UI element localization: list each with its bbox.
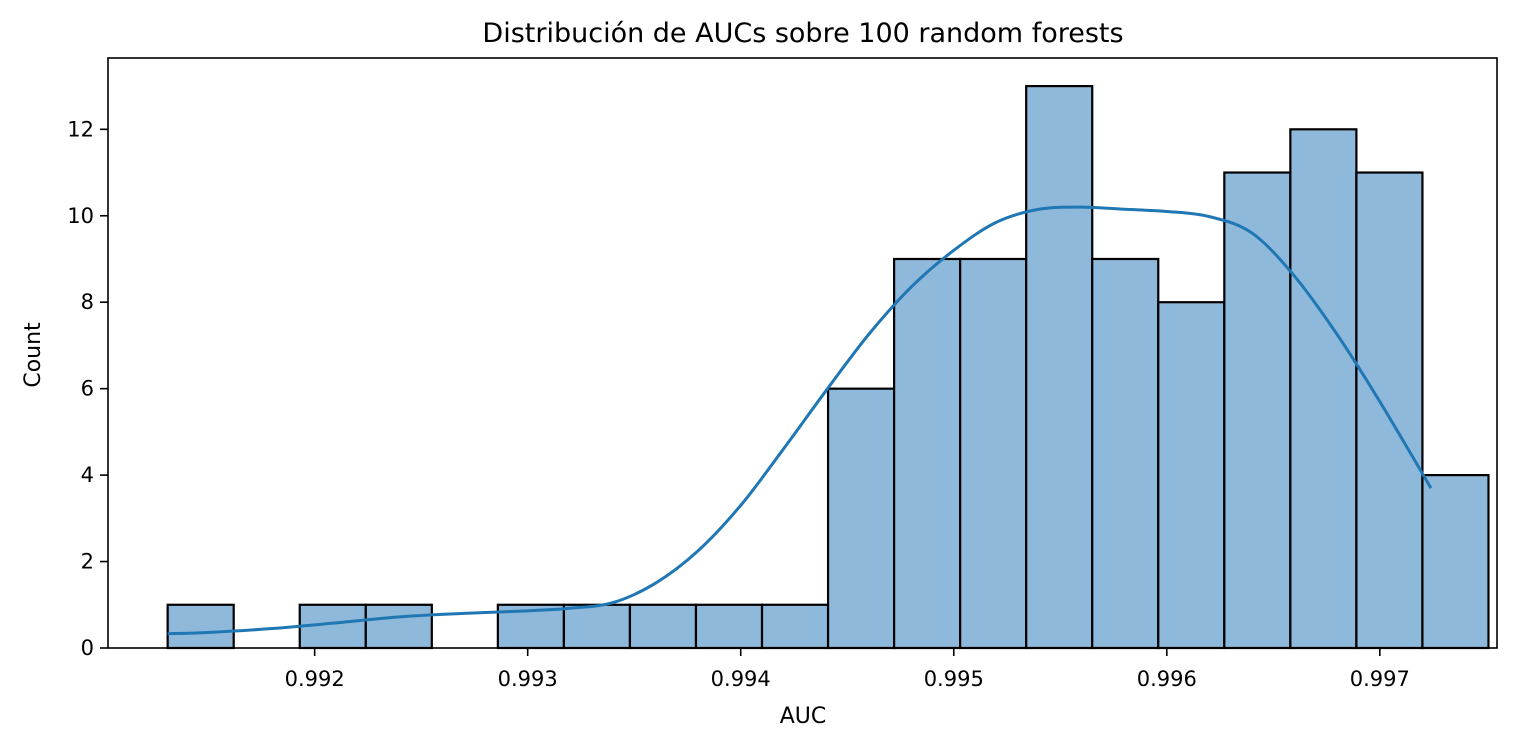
histogram-bar — [1025, 84, 1094, 650]
y-tick-label: 6 — [81, 377, 94, 401]
x-tick-label: 0.993 — [498, 667, 558, 691]
plot-frame — [107, 57, 1498, 649]
histogram-bar — [1223, 171, 1292, 650]
y-tick-label: 12 — [67, 117, 94, 141]
y-tick-label: 0 — [81, 636, 94, 660]
x-tick-label: 0.994 — [711, 667, 771, 691]
histogram-bar — [959, 257, 1028, 650]
x-axis-ticks: 0.992 0.993 0.994 0.995 0.996 0.997 — [285, 648, 1410, 691]
histogram-bar — [562, 603, 632, 650]
y-tick-label: 2 — [81, 550, 94, 574]
chart-title: Distribución de AUCs sobre 100 random fo… — [482, 18, 1123, 49]
histogram-bar — [1355, 171, 1424, 650]
histogram-bar — [1421, 474, 1490, 650]
histogram-bar — [1091, 257, 1160, 650]
histogram-bar — [166, 603, 235, 650]
x-tick-label: 0.996 — [1137, 667, 1197, 691]
y-tick-label: 10 — [67, 204, 94, 228]
histogram-bar — [760, 603, 830, 650]
histogram-bar — [694, 603, 764, 650]
y-tick-label: 4 — [81, 463, 94, 487]
histogram-bar — [1157, 301, 1226, 650]
x-tick-label: 0.992 — [285, 667, 345, 691]
histogram-bar — [893, 257, 962, 650]
y-axis-label: Count — [21, 322, 46, 388]
bars-group — [166, 84, 1490, 650]
y-axis-ticks: 0 2 4 6 8 10 12 — [67, 117, 108, 660]
histogram-bar — [364, 603, 433, 650]
kde-curve — [167, 205, 1433, 636]
histogram-bar — [628, 603, 698, 650]
x-axis-label: AUC — [780, 704, 827, 729]
histogram-bar — [1289, 128, 1358, 650]
x-tick-label: 0.997 — [1350, 667, 1410, 691]
histogram-bar — [826, 387, 896, 650]
y-tick-label: 8 — [81, 290, 94, 314]
x-tick-label: 0.995 — [924, 667, 984, 691]
